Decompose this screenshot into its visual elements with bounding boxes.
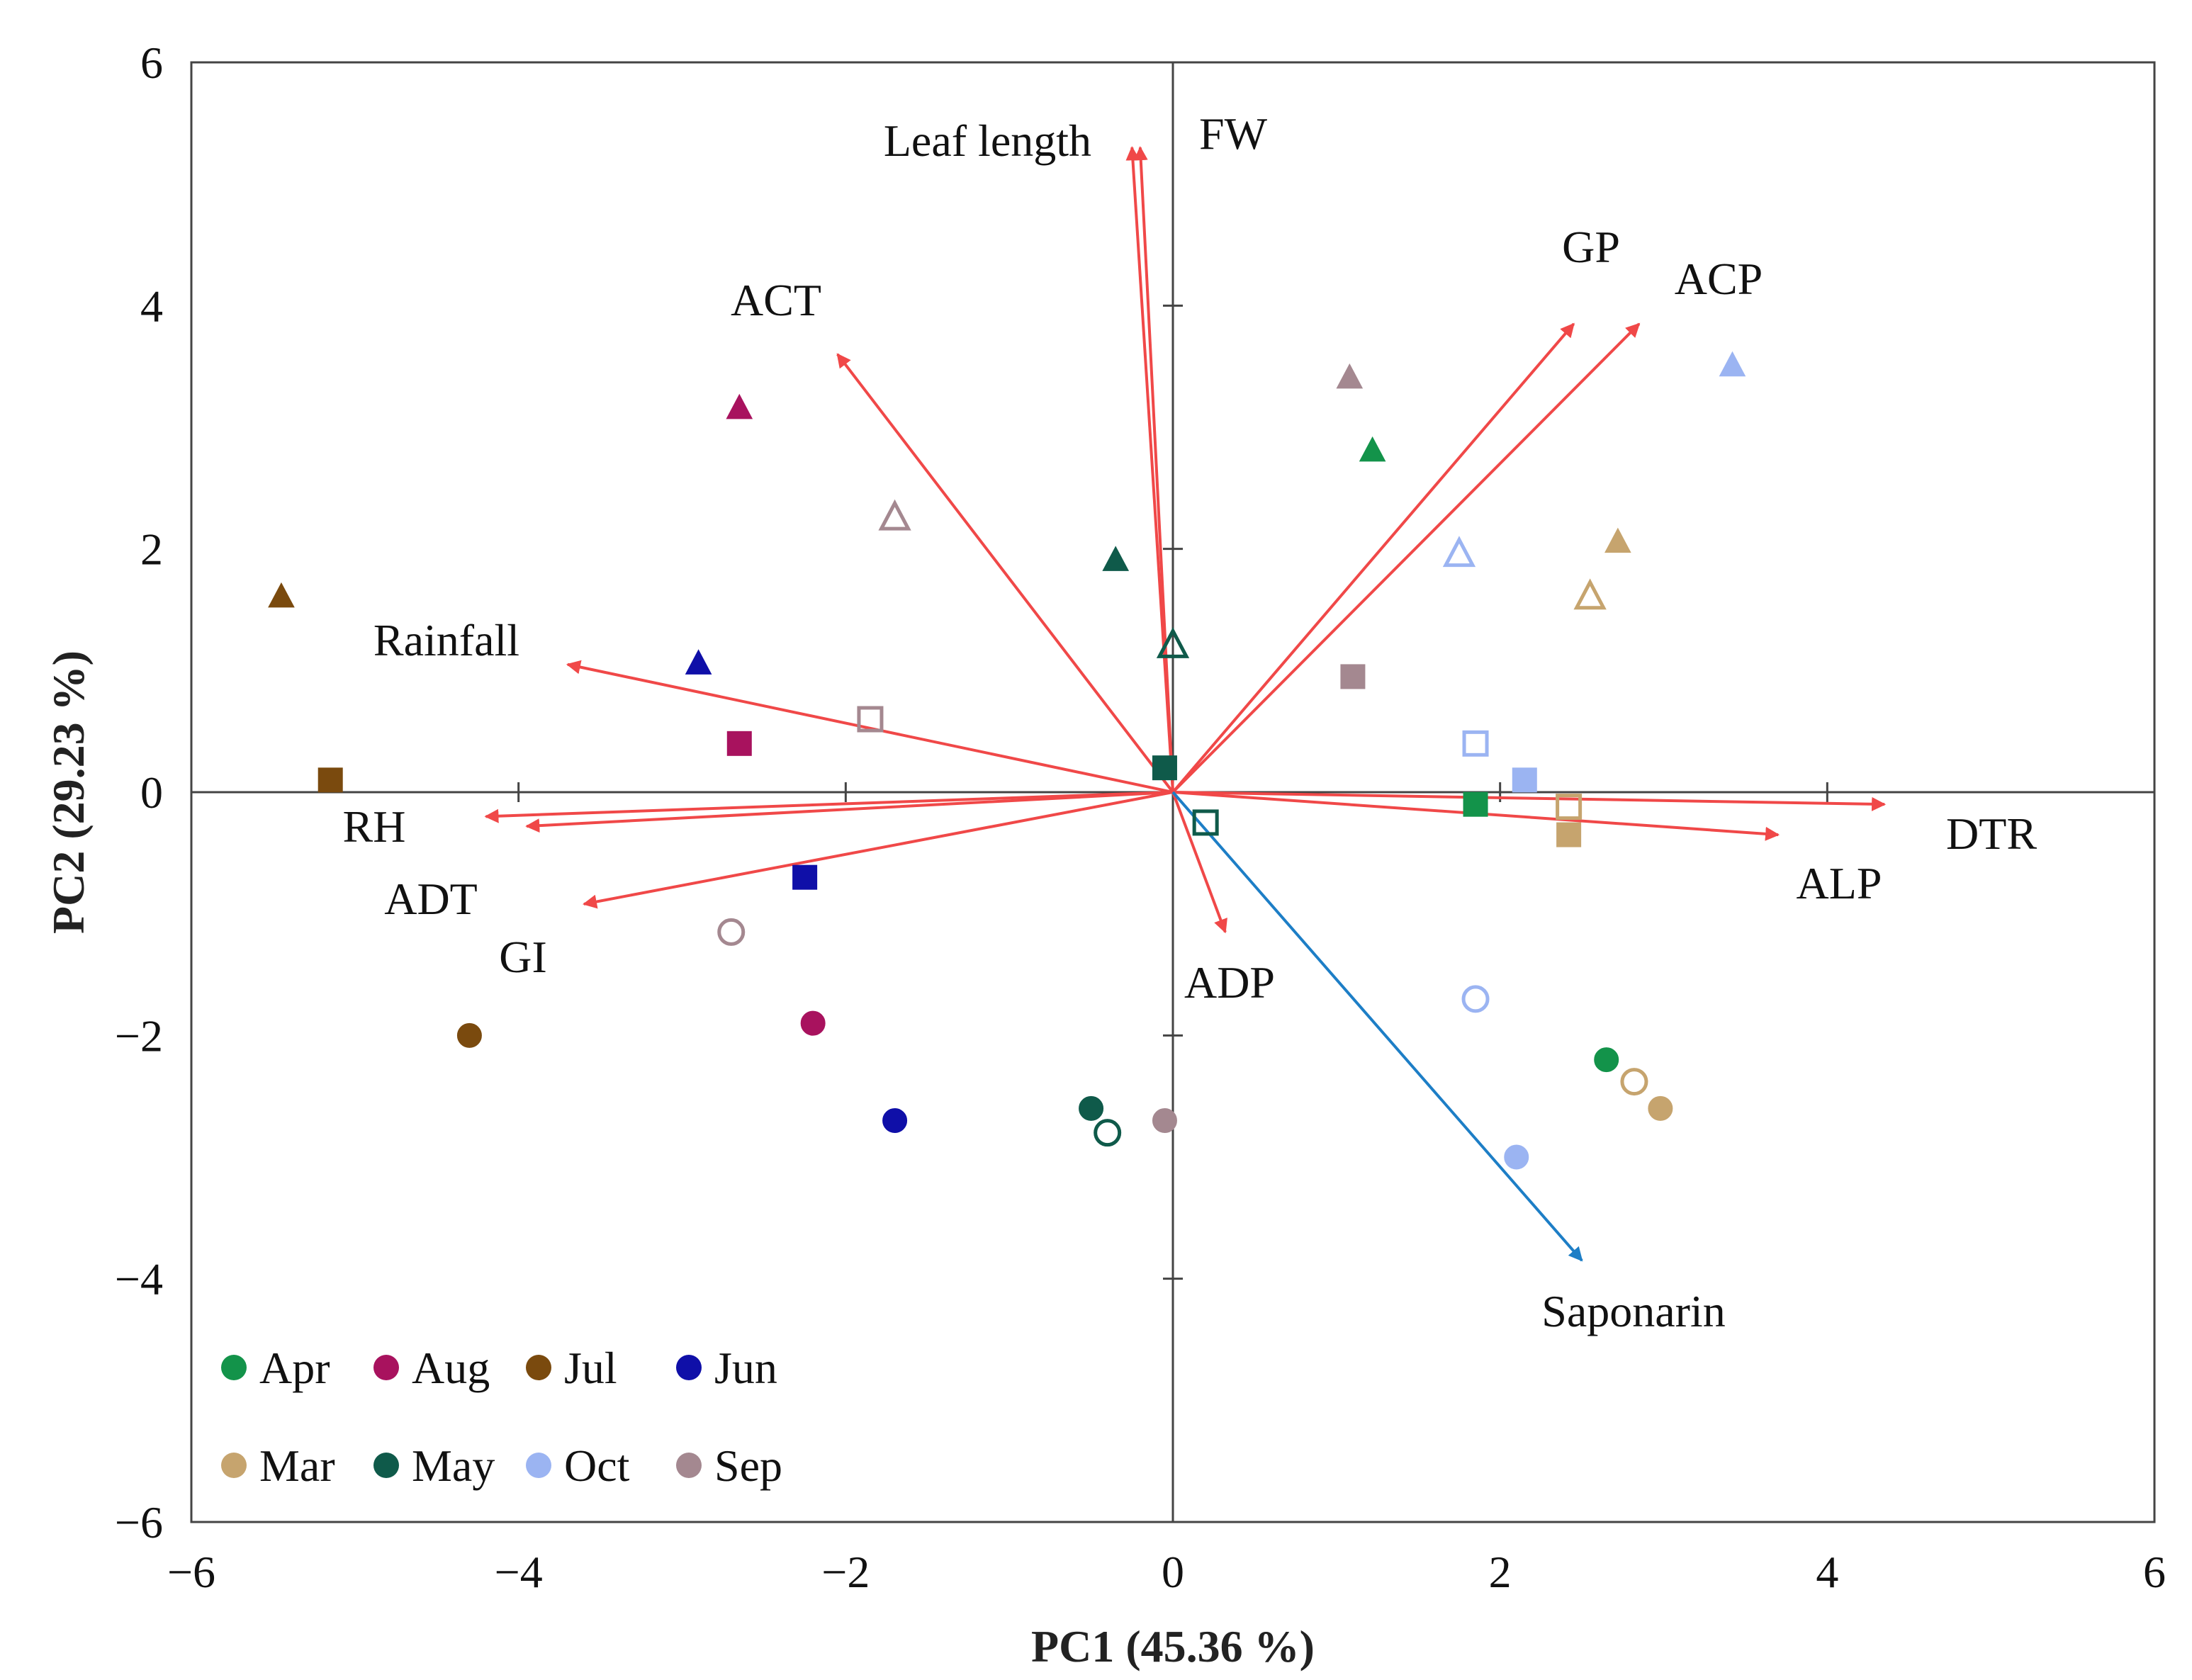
vector-label-leaf-length: Leaf length: [884, 115, 1091, 166]
point-jul-circle-filled: [456, 1022, 482, 1048]
loading-vector-gp: [1171, 322, 1575, 794]
y-tick-label: −6: [115, 1497, 163, 1547]
x-tick-label: 2: [1489, 1547, 1512, 1597]
legend-label-sep: Sep: [714, 1441, 782, 1491]
vector-label-act: ACT: [731, 275, 821, 325]
y-tick-label: 6: [140, 38, 163, 88]
vector-label-gi: GI: [499, 932, 547, 982]
x-tick-label: 4: [1816, 1547, 1838, 1597]
loading-vector-rh: [484, 791, 1174, 823]
vector-label-adp: ADP: [1184, 957, 1275, 1008]
legend-marker-jul: [526, 1355, 551, 1380]
legend-marker-jun: [676, 1355, 702, 1380]
point-sep-circle-filled: [1152, 1108, 1177, 1133]
loading-vector-acp: [1171, 322, 1641, 794]
loading-vector-gi: [583, 791, 1174, 909]
point-apr-circle-filled: [1594, 1047, 1619, 1073]
point-mar-circle-filled: [1648, 1095, 1673, 1121]
point-sep-square-open: [857, 706, 884, 733]
point-apr-square-filled: [1463, 791, 1488, 817]
loading-vector-act: [836, 353, 1174, 794]
point-jun-square-filled: [792, 864, 818, 890]
vector-label-dtr: DTR: [1946, 808, 2037, 859]
legend-marker-aug: [373, 1355, 399, 1380]
point-oct-circle-filled: [1504, 1144, 1529, 1170]
x-axis-title: PC1 (45.36 %): [1031, 1621, 1315, 1671]
tick-labels: −6 −4 −2 0 2 4 6 6 4 2 0 −2 −4 −6: [115, 38, 2166, 1597]
x-tick-label: −4: [495, 1547, 543, 1597]
y-axis-title: PC2 (29.23 %): [43, 650, 94, 934]
legend-label-jun: Jun: [714, 1343, 777, 1393]
x-tick-label: −2: [821, 1547, 870, 1597]
point-aug-square-filled: [726, 731, 752, 756]
point-mar-triangle-open: [1573, 578, 1607, 610]
point-sep-circle-open: [717, 918, 746, 946]
loading-vector-saponarin: [1171, 791, 1583, 1262]
point-may-square-filled: [1152, 755, 1177, 781]
y-tick-label: 0: [140, 767, 163, 818]
vector-label-fw: FW: [1199, 108, 1268, 159]
legend-label-apr: Apr: [259, 1343, 330, 1393]
legend-label-may: May: [412, 1441, 495, 1491]
y-tick-label: 2: [140, 524, 163, 575]
point-jun-triangle-filled: [685, 649, 712, 675]
y-tick-label: 4: [140, 281, 163, 331]
point-sep-triangle-filled: [1336, 363, 1364, 389]
point-sep-square-filled: [1340, 664, 1366, 689]
point-sep-triangle-open: [878, 499, 911, 531]
point-apr-triangle-filled: [1359, 436, 1386, 462]
point-mar-square-filled: [1556, 822, 1582, 847]
point-jul-triangle-filled: [268, 582, 295, 608]
legend-label-aug: Aug: [412, 1343, 490, 1393]
y-tick-label: −4: [115, 1254, 163, 1304]
legend-label-jul: Jul: [564, 1343, 617, 1393]
x-tick-label: 0: [1162, 1547, 1184, 1597]
loading-vector-adp: [1171, 791, 1227, 934]
point-may-triangle-filled: [1102, 546, 1130, 571]
vector-label-saponarin: Saponarin: [1541, 1286, 1726, 1336]
legend-marker-mar: [221, 1453, 247, 1478]
point-aug-triangle-filled: [726, 393, 753, 419]
point-mar-square-open: [1556, 794, 1583, 821]
point-may-circle-open: [1094, 1119, 1122, 1147]
loading-vector-dtr: [1172, 791, 1887, 811]
x-tick-label: −6: [167, 1547, 215, 1597]
point-oct-circle-open: [1461, 985, 1490, 1013]
vector-label-gp: GP: [1562, 222, 1620, 272]
vector-label-rainfall: Rainfall: [373, 615, 519, 665]
vector-label-acp: ACP: [1675, 254, 1763, 304]
point-may-square-open: [1192, 809, 1219, 836]
legend-marker-may: [373, 1453, 399, 1478]
legend-marker-apr: [221, 1355, 247, 1380]
legend-marker-oct: [526, 1453, 551, 1478]
point-oct-square-open: [1462, 730, 1489, 757]
point-mar-triangle-filled: [1604, 527, 1631, 553]
score-points: [268, 351, 1746, 1170]
point-oct-square-filled: [1512, 767, 1537, 793]
point-jul-square-filled: [317, 767, 343, 793]
point-mar-circle-open: [1620, 1068, 1648, 1096]
y-tick-label: −2: [115, 1010, 163, 1061]
loading-vectors: Leaf length FW ACT GP ACP Rainfall RH ADT GI DTR A…: [343, 108, 2038, 1336]
loading-vector-rainfall: [566, 660, 1174, 794]
loading-vector-fw: [1133, 146, 1174, 793]
vector-label-rh: RH: [343, 801, 406, 852]
legend-label-mar: Mar: [259, 1441, 335, 1491]
point-oct-triangle-filled: [1719, 351, 1746, 377]
legend-label-oct: Oct: [564, 1441, 630, 1491]
loading-vector-adt: [525, 791, 1174, 833]
legend: Apr Aug Jul Jun Mar May Oct Sep: [221, 1343, 782, 1491]
vector-label-alp: ALP: [1797, 858, 1882, 908]
point-jun-circle-filled: [882, 1108, 908, 1133]
point-aug-circle-filled: [800, 1010, 826, 1036]
point-may-circle-filled: [1079, 1095, 1104, 1121]
x-tick-label: 6: [2143, 1547, 2166, 1597]
vector-label-adt: ADT: [384, 874, 478, 924]
point-may-triangle-open: [1156, 627, 1190, 658]
legend-marker-sep: [676, 1453, 702, 1478]
point-oct-triangle-open: [1442, 536, 1476, 568]
